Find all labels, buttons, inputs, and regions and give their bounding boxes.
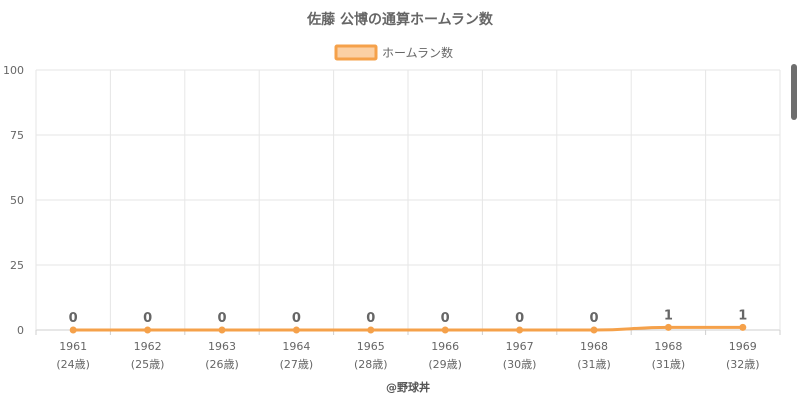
x-tick-year: 1965 (357, 340, 385, 353)
y-tick-label: 25 (10, 259, 24, 272)
x-tick-age: (25歳) (131, 358, 165, 371)
grid (35, 69, 781, 335)
x-tick-year: 1966 (431, 340, 459, 353)
y-tick-label: 50 (10, 194, 24, 207)
x-tick-year: 1961 (59, 340, 87, 353)
data-label: 0 (366, 311, 375, 326)
y-tick-label: 100 (3, 64, 24, 77)
data-point[interactable] (590, 326, 598, 334)
x-tick-year: 1967 (506, 340, 534, 353)
data-label: 0 (292, 311, 301, 326)
x-tick-age: (31歳) (577, 358, 611, 371)
data-point[interactable] (144, 326, 152, 334)
data-point[interactable] (292, 326, 300, 334)
data-labels: 0 0 0 0 0 0 0 0 1 1 (69, 308, 748, 326)
x-tick-year: 1968 (580, 340, 608, 353)
y-tick-label: 75 (10, 129, 24, 142)
x-axis-ticks: 1961 (24歳) 1962 (25歳) 1963 (26歳) 1964 (27歳) 1965… (56, 340, 759, 371)
data-label: 0 (69, 311, 78, 326)
data-label: 0 (217, 311, 226, 326)
credit-label: @野球丼 (386, 380, 430, 394)
data-point[interactable] (516, 326, 524, 334)
x-tick-age: (26歳) (205, 358, 239, 371)
x-tick-year: 1964 (282, 340, 310, 353)
x-tick-year: 1962 (134, 340, 162, 353)
data-point[interactable] (739, 323, 747, 331)
data-label: 0 (589, 311, 598, 326)
data-label: 0 (515, 311, 524, 326)
x-tick-age: (31歳) (652, 358, 686, 371)
x-tick-year: 1968 (654, 340, 682, 353)
x-tick-age: (32歳) (726, 358, 760, 371)
data-point[interactable] (441, 326, 449, 334)
y-tick-label: 0 (17, 324, 24, 337)
series-line (73, 325, 743, 332)
x-tick-age: (27歳) (280, 358, 314, 371)
x-tick-age: (24歳) (56, 358, 90, 371)
legend[interactable]: ホームラン数 (334, 44, 453, 61)
data-point[interactable] (69, 326, 77, 334)
x-tick-age: (28歳) (354, 358, 388, 371)
legend-swatch (334, 44, 378, 61)
x-tick-year: 1969 (729, 340, 757, 353)
y-axis-ticks: 0 25 50 75 100 (3, 64, 24, 337)
data-point[interactable] (367, 326, 375, 334)
scrollbar-thumb[interactable] (791, 64, 797, 120)
x-tick-age: (29歳) (428, 358, 462, 371)
x-tick-year: 1963 (208, 340, 236, 353)
data-label: 1 (664, 308, 673, 323)
series-homeruns (69, 323, 747, 334)
data-point[interactable] (218, 326, 226, 334)
legend-label: ホームラン数 (382, 45, 453, 60)
data-point[interactable] (664, 323, 672, 331)
data-label: 0 (143, 311, 152, 326)
data-label: 1 (738, 308, 747, 323)
x-tick-age: (30歳) (503, 358, 537, 371)
data-label: 0 (441, 311, 450, 326)
chart-title: 佐藤 公博の通算ホームラン数 (306, 11, 494, 28)
